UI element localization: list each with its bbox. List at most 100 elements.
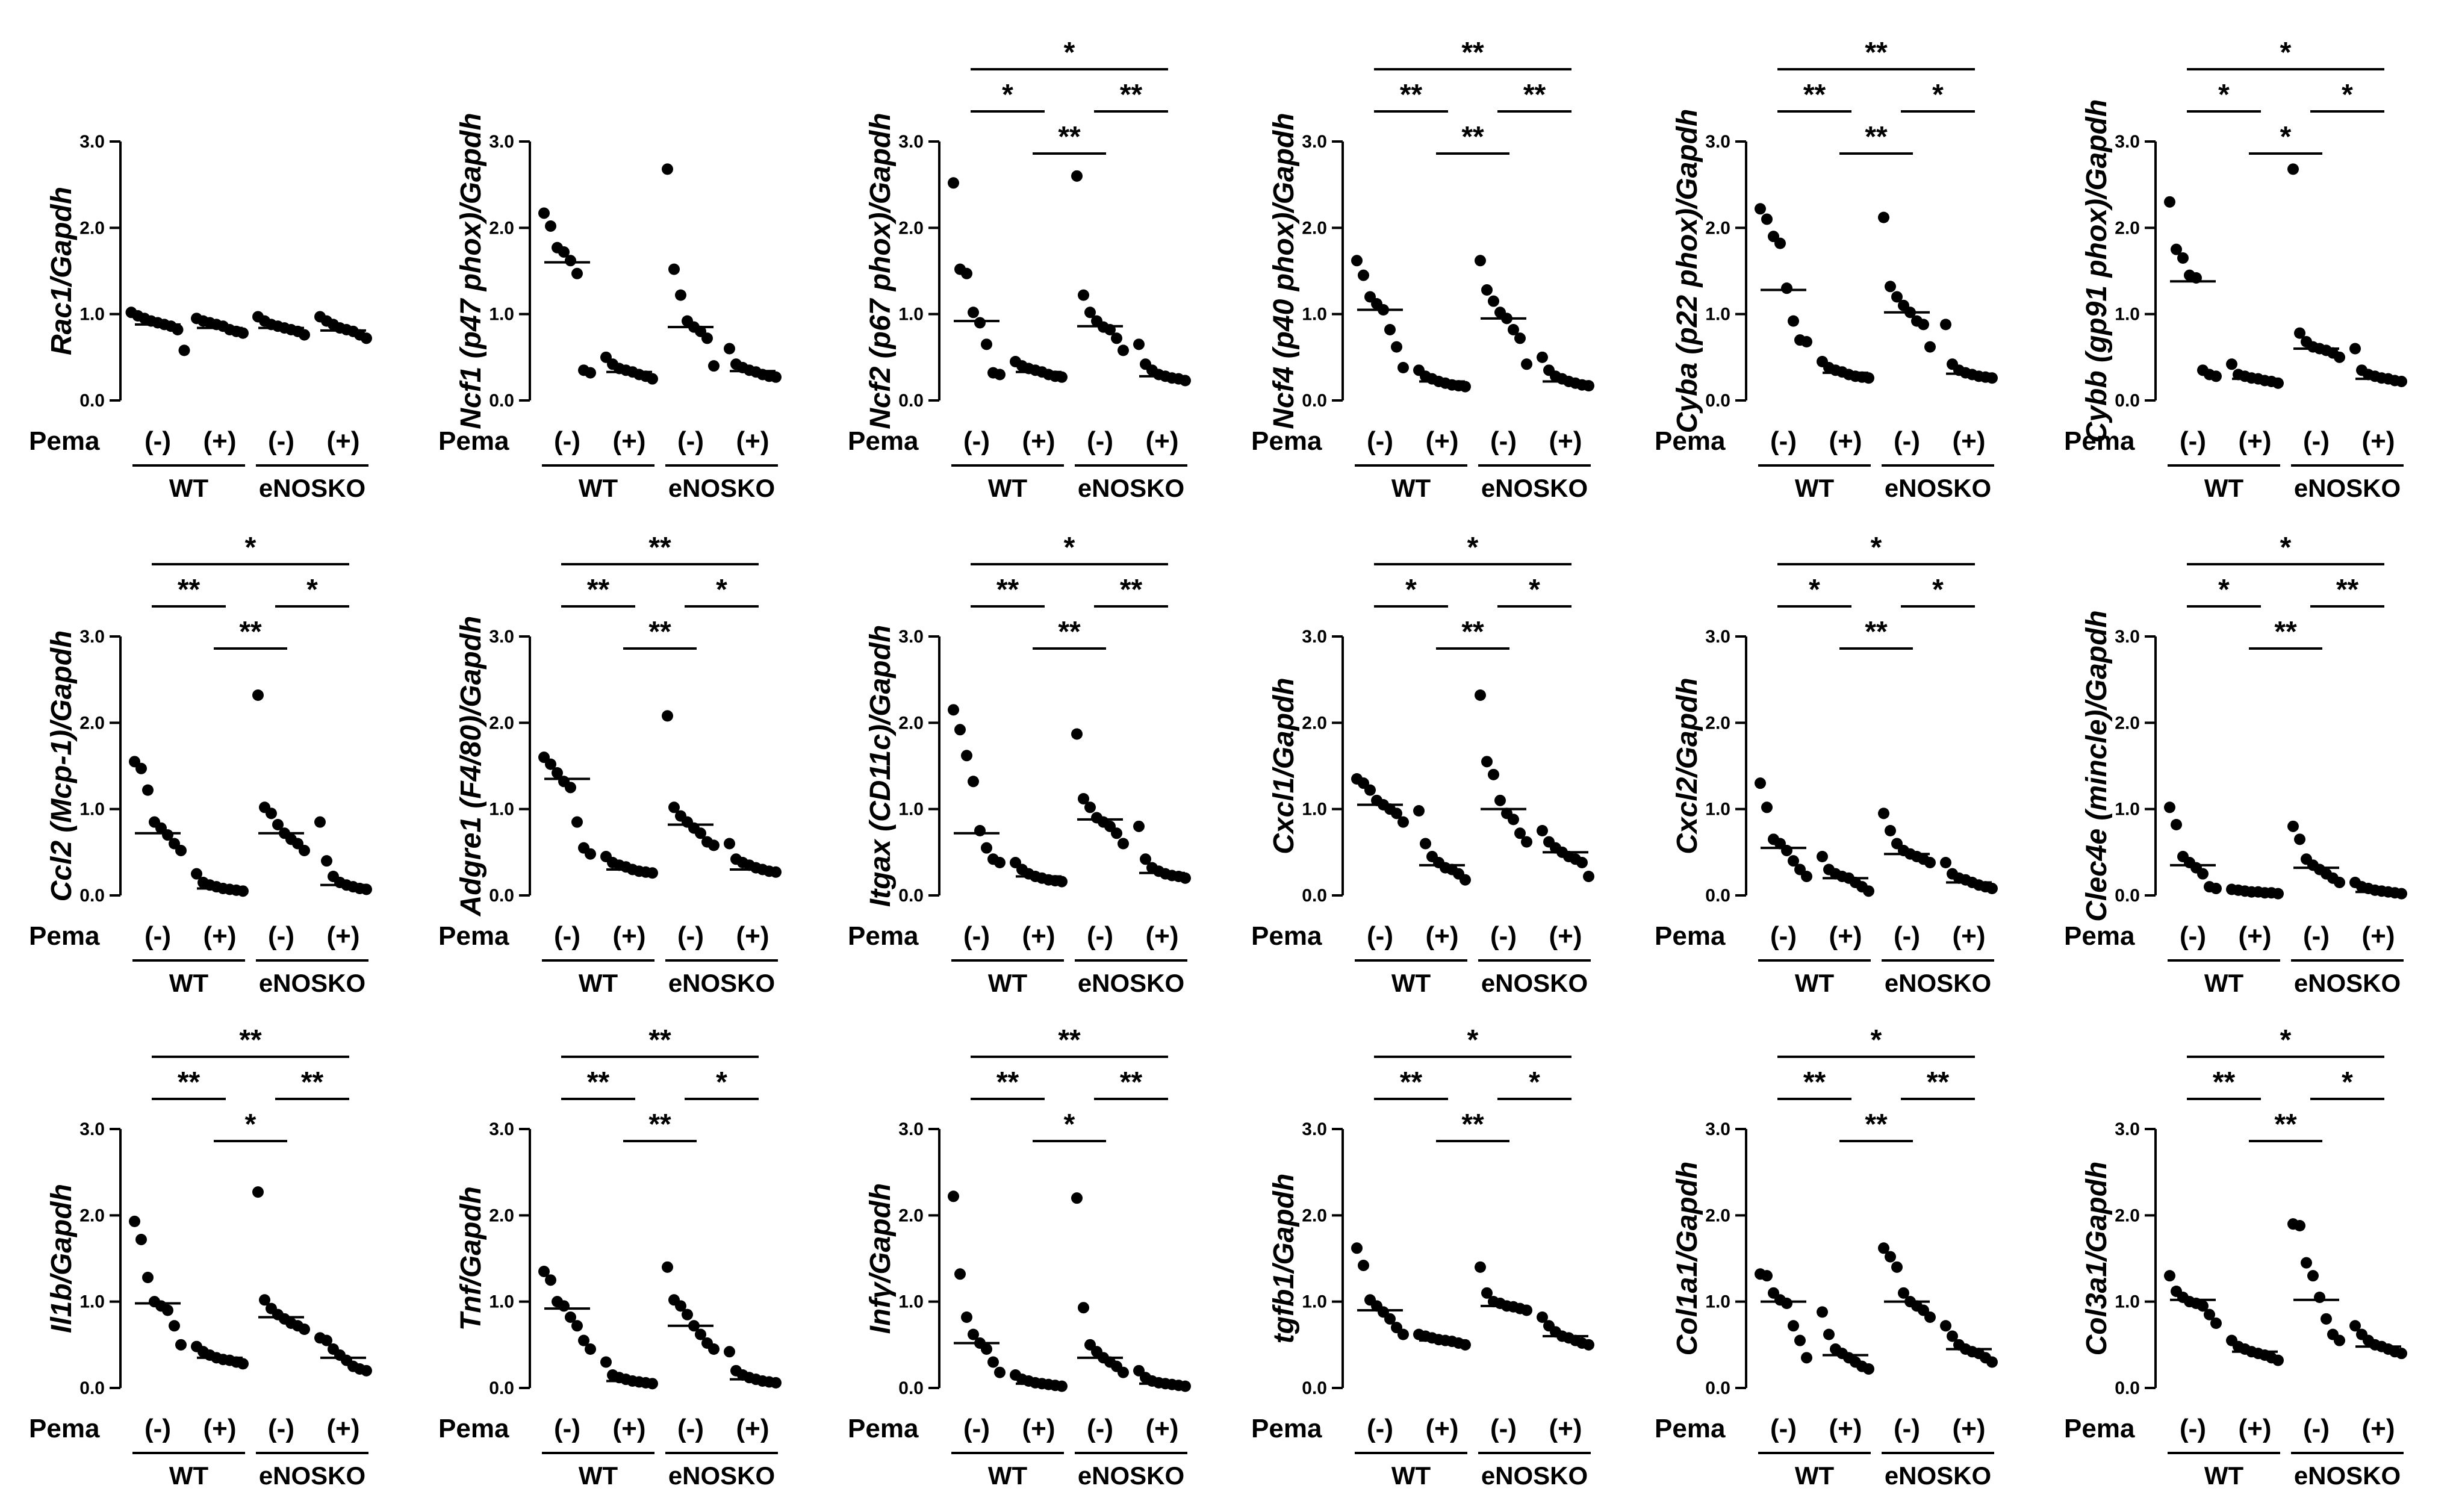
category-label: (+) — [736, 426, 769, 456]
category-label: (-) — [1770, 426, 1797, 456]
significance-label: ** — [178, 574, 201, 606]
data-point — [1788, 1320, 1799, 1332]
category-label: (-) — [145, 1414, 171, 1443]
data-point — [2321, 1313, 2332, 1325]
y-tick-label: 2.0 — [489, 1206, 514, 1225]
data-point — [1801, 870, 1812, 882]
treatment-row-label: Pema — [2064, 1414, 2135, 1443]
data-point — [1508, 814, 1519, 826]
data-point — [162, 1304, 173, 1316]
data-point — [1863, 885, 1874, 897]
data-point — [1071, 170, 1083, 182]
category-label: (+) — [2362, 426, 2395, 456]
category-label: (-) — [2180, 921, 2206, 951]
data-point — [321, 1334, 332, 1346]
data-point — [724, 838, 735, 850]
data-point — [2334, 1334, 2345, 1346]
significance-label: ** — [1865, 1109, 1888, 1140]
significance-label: * — [245, 1109, 256, 1140]
data-point — [675, 289, 686, 301]
chart-panel: Cybb (gp91 phox)/Gapdh 0.0 1.0 2.0 3.0 * * * * Pe… — [2064, 37, 2407, 502]
category-label: (+) — [736, 1414, 769, 1443]
category-label: (+) — [2239, 426, 2272, 456]
data-point — [1781, 1298, 1792, 1310]
category-label: (-) — [554, 921, 580, 951]
group-label: WT — [169, 969, 209, 997]
y-tick-label: 2.0 — [2115, 218, 2140, 238]
data-point — [1918, 319, 1929, 331]
group-label: WT — [1391, 969, 1431, 997]
data-point — [2287, 820, 2299, 832]
y-tick-label: 0.0 — [1302, 391, 1327, 411]
data-point — [1180, 1380, 1191, 1392]
data-point — [1460, 381, 1471, 393]
data-point — [2334, 351, 2345, 363]
data-point — [1583, 380, 1594, 392]
data-point — [662, 710, 673, 722]
category-label: (+) — [204, 921, 237, 951]
data-point — [1521, 358, 1532, 370]
treatment-row-label: Pema — [438, 921, 509, 951]
category-label: (+) — [1549, 426, 1582, 456]
data-point — [538, 1266, 550, 1277]
significance-label: * — [1529, 574, 1540, 606]
data-point — [961, 750, 972, 762]
y-tick-label: 3.0 — [2115, 627, 2140, 647]
category-label: (+) — [1953, 1414, 1986, 1443]
data-point — [2226, 358, 2237, 370]
data-point — [1397, 1328, 1409, 1340]
data-point — [1761, 213, 1773, 225]
group-label: eNOSKO — [1481, 474, 1588, 502]
data-point — [2210, 883, 2222, 895]
data-point — [1878, 1242, 1889, 1254]
significance-label: ** — [1120, 79, 1143, 111]
category-label: (+) — [1829, 426, 1862, 456]
y-tick-label: 0.0 — [489, 391, 514, 411]
data-point — [2396, 1348, 2407, 1360]
y-tick-label: 3.0 — [79, 1119, 105, 1139]
data-point — [135, 1233, 147, 1245]
category-label: (-) — [1894, 1414, 1920, 1443]
data-point — [1084, 801, 1096, 814]
chart-panel: Cyba (p22 phox)/Gapdh 0.01.02.03.0**** ***… — [1655, 37, 1998, 502]
category-label: (-) — [1490, 921, 1517, 951]
data-point — [2334, 877, 2345, 888]
chart-panel: Clec4e (mincle)/Gapdh 0.01.02.03.0** ****P… — [2064, 532, 2407, 997]
data-point — [1460, 1339, 1471, 1351]
category-label: (-) — [1087, 426, 1113, 456]
group-label: WT — [2204, 474, 2244, 502]
significance-label: ** — [2274, 616, 2297, 648]
significance-label: ** — [1120, 1066, 1143, 1098]
category-label: (+) — [2362, 1414, 2395, 1443]
category-label: (-) — [1087, 921, 1113, 951]
group-label: WT — [1795, 474, 1835, 502]
data-point — [994, 857, 1006, 869]
y-tick-label: 1.0 — [898, 1292, 924, 1312]
data-point — [2210, 1318, 2222, 1329]
data-point — [1118, 1366, 1129, 1378]
data-point — [981, 842, 992, 854]
y-tick-label: 3.0 — [489, 627, 514, 647]
data-point — [1420, 838, 1431, 850]
significance-label: * — [1809, 574, 1820, 606]
treatment-row-label: Pema — [2064, 921, 2135, 951]
y-tick-label: 3.0 — [489, 1119, 514, 1139]
y-tick-label: 3.0 — [1705, 627, 1730, 647]
data-point — [1180, 872, 1191, 884]
y-tick-label: 2.0 — [1705, 713, 1730, 733]
category-label: (+) — [2362, 921, 2395, 951]
data-point — [2171, 818, 2182, 830]
data-point — [948, 704, 959, 716]
data-point — [565, 782, 576, 794]
data-point — [1056, 1380, 1068, 1392]
group-label: WT — [579, 969, 618, 997]
data-point — [1878, 807, 1889, 820]
data-point — [1947, 1330, 1958, 1342]
significance-label: ** — [648, 616, 671, 648]
category-label: (-) — [145, 426, 171, 456]
data-point — [1475, 689, 1486, 701]
data-point — [585, 848, 596, 860]
